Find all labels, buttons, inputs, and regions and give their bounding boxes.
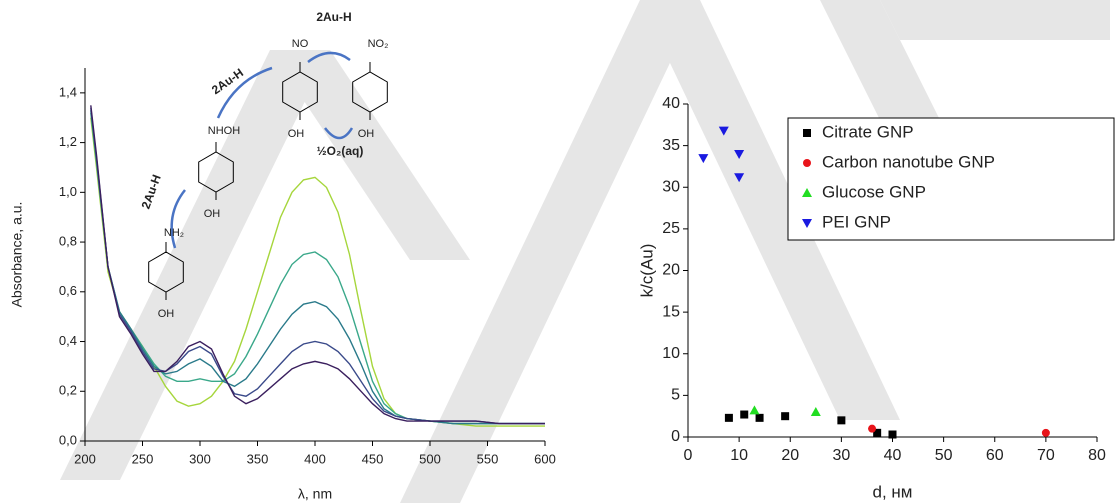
scheme-label: NH₂ bbox=[164, 227, 184, 239]
x-tick-label: 20 bbox=[781, 447, 799, 464]
scheme-label: OH bbox=[204, 208, 221, 220]
data-point bbox=[740, 410, 749, 419]
y-tick-label: 0 bbox=[671, 428, 680, 445]
x-tick-label: 300 bbox=[189, 451, 211, 466]
x-tick-label: 250 bbox=[132, 451, 154, 466]
y-tick-label: 0,8 bbox=[59, 234, 77, 249]
x-tick-label: 30 bbox=[832, 447, 850, 464]
legend-label: Glucose GNP bbox=[822, 182, 926, 201]
legend-box bbox=[787, 117, 1115, 241]
data-point bbox=[781, 412, 790, 421]
x-tick-label: 70 bbox=[1037, 447, 1055, 464]
data-point bbox=[734, 173, 745, 183]
x-axis-label: λ, nm bbox=[298, 486, 332, 502]
y-tick-label: 1,2 bbox=[59, 134, 77, 149]
watermark-stroke bbox=[270, 50, 470, 260]
y-tick-label: 0,0 bbox=[59, 432, 77, 447]
y-tick-label: 30 bbox=[662, 178, 680, 195]
watermark-stroke bbox=[400, 0, 700, 503]
data-point bbox=[749, 405, 760, 415]
data-point bbox=[724, 413, 733, 422]
scheme-label: OH bbox=[158, 308, 175, 320]
data-point bbox=[837, 416, 846, 425]
x-tick-label: 550 bbox=[477, 451, 499, 466]
x-tick-label: 500 bbox=[419, 451, 441, 466]
y-tick-label: 20 bbox=[662, 262, 680, 279]
arrow bbox=[324, 127, 354, 140]
data-point bbox=[868, 424, 877, 433]
y-tick-label: 0,4 bbox=[59, 333, 77, 348]
data-point bbox=[1041, 428, 1050, 437]
scheme-label: OH bbox=[358, 128, 375, 140]
x-tick-label: 400 bbox=[304, 451, 326, 466]
legend-marker bbox=[802, 188, 812, 197]
scheme-label: 2Au-H bbox=[139, 173, 164, 211]
scheme-label: ½O₂(aq) bbox=[317, 144, 364, 158]
scheme-label: NO₂ bbox=[368, 38, 389, 50]
y-tick-label: 1,4 bbox=[59, 84, 77, 99]
arrow bbox=[216, 66, 273, 119]
x-tick-label: 80 bbox=[1088, 447, 1106, 464]
data-point bbox=[810, 407, 821, 417]
y-tick-label: 35 bbox=[662, 137, 680, 154]
x-tick-label: 40 bbox=[884, 447, 902, 464]
y-axis-label: k/c(Au) bbox=[637, 244, 656, 298]
data-point bbox=[755, 413, 764, 422]
x-tick-label: 600 bbox=[534, 451, 556, 466]
watermark-stroke bbox=[880, 0, 1110, 40]
x-tick-label: 60 bbox=[986, 447, 1004, 464]
data-point bbox=[888, 430, 897, 439]
x-tick-label: 350 bbox=[247, 451, 269, 466]
y-tick-label: 0,6 bbox=[59, 283, 77, 298]
scheme-label: OH bbox=[288, 128, 305, 140]
legend-marker bbox=[803, 129, 811, 137]
legend-label: Carbon nanotube GNP bbox=[822, 152, 995, 171]
x-tick-label: 200 bbox=[74, 451, 96, 466]
legend-label: Citrate GNP bbox=[822, 122, 914, 141]
scheme-label: 2Au-H bbox=[209, 65, 246, 97]
scheme-label: NHOH bbox=[208, 125, 240, 137]
data-point bbox=[873, 428, 882, 437]
arrow bbox=[170, 189, 186, 249]
y-tick-label: 40 bbox=[662, 95, 680, 112]
legend-marker bbox=[803, 159, 811, 167]
watermark-stroke bbox=[640, 0, 900, 420]
y-tick-label: 15 bbox=[662, 303, 680, 320]
scheme-label: 2Au-H bbox=[316, 10, 351, 24]
spectrum-line bbox=[90, 107, 545, 425]
y-tick-label: 5 bbox=[671, 387, 680, 404]
scheme-label: NO bbox=[292, 38, 309, 50]
x-tick-label: 10 bbox=[730, 447, 748, 464]
arrow bbox=[307, 51, 351, 63]
watermark-stroke bbox=[60, 50, 330, 480]
y-tick-label: 10 bbox=[662, 345, 680, 362]
data-point bbox=[734, 149, 745, 159]
y-axis-label: Absorbance, a.u. bbox=[9, 202, 25, 308]
y-tick-label: 25 bbox=[662, 220, 680, 237]
x-tick-label: 450 bbox=[362, 451, 384, 466]
x-tick-label: 50 bbox=[935, 447, 953, 464]
spectrum-line bbox=[90, 105, 545, 425]
watermark bbox=[60, 0, 1110, 503]
y-tick-label: 0,2 bbox=[59, 383, 77, 398]
x-tick-label: 0 bbox=[684, 447, 693, 464]
y-tick-label: 1,0 bbox=[59, 184, 77, 199]
x-axis-label: d, нм bbox=[873, 482, 913, 501]
data-point bbox=[698, 154, 709, 164]
legend-marker bbox=[802, 219, 812, 228]
data-point bbox=[718, 126, 729, 136]
legend-label: PEI GNP bbox=[822, 212, 891, 231]
